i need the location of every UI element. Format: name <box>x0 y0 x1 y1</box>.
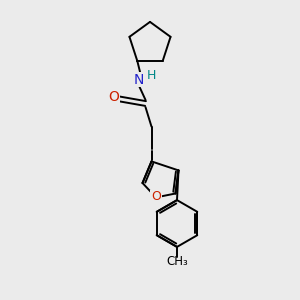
Text: O: O <box>108 90 119 104</box>
Text: N: N <box>134 73 144 86</box>
Text: O: O <box>151 190 161 203</box>
Text: H: H <box>146 69 156 82</box>
Text: CH₃: CH₃ <box>166 255 188 268</box>
